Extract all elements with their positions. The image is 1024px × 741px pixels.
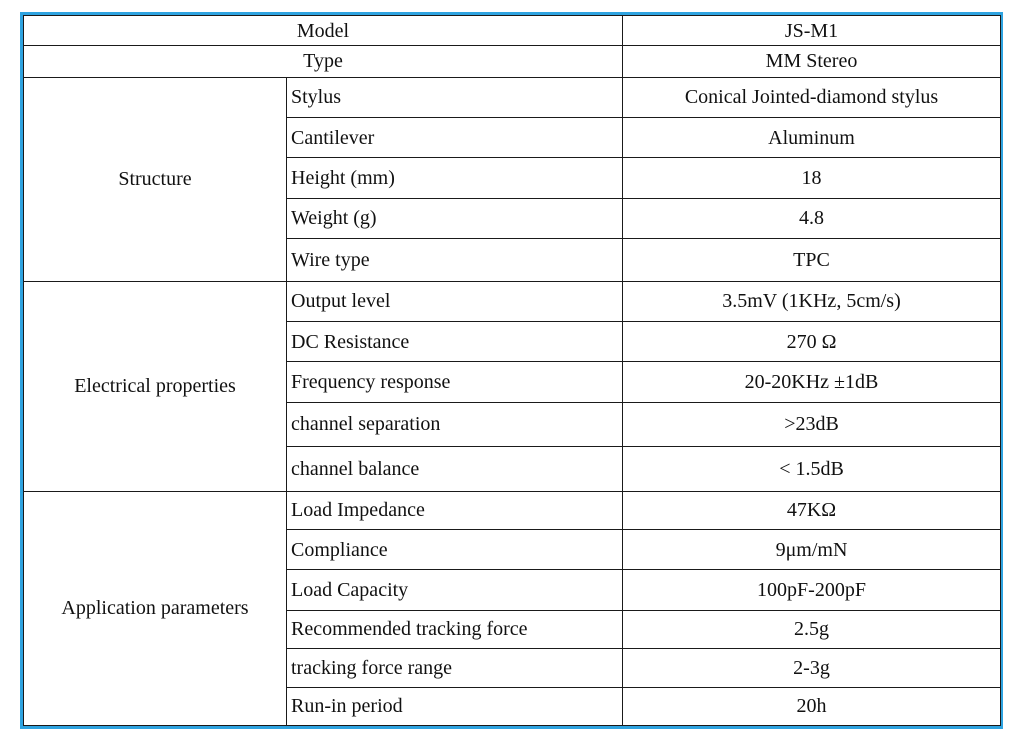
param-value: 100pF-200pF <box>622 569 1001 611</box>
type-label: Type <box>23 45 623 78</box>
param-value: 18 <box>622 157 1001 199</box>
param-label: Height (mm) <box>286 157 623 199</box>
param-label: Recommended tracking force <box>286 609 623 650</box>
table-row: Cantilever Aluminum <box>24 116 1001 159</box>
param-label: Weight (g) <box>286 197 623 240</box>
param-label: Output level <box>286 280 623 322</box>
param-value: TPC <box>622 238 1001 282</box>
param-value: Conical Jointed-diamond stylus <box>622 76 1001 118</box>
param-label: Cantilever <box>286 116 623 159</box>
model-label: Model <box>23 14 623 47</box>
group-electrical-title: Electrical properties <box>23 280 287 492</box>
param-label: Wire type <box>286 238 623 282</box>
param-label: channel separation <box>286 401 623 448</box>
table-row: Compliance 9μm/mN <box>24 528 1001 571</box>
param-label: Stylus <box>286 76 623 118</box>
param-value: 3.5mV (1KHz, 5cm/s) <box>622 280 1001 322</box>
param-value: 4.8 <box>622 197 1001 240</box>
table-row: Load Capacity 100pF-200pF <box>24 569 1001 611</box>
table-row: Weight (g) 4.8 <box>24 197 1001 240</box>
param-label: Load Impedance <box>286 490 623 530</box>
param-label: Compliance <box>286 528 623 571</box>
table-row: Run-in period 20h <box>24 686 1001 727</box>
table-row: Wire type TPC <box>24 238 1001 282</box>
table-row: channel balance < 1.5dB <box>24 446 1001 492</box>
param-value: 20-20KHz ±1dB <box>622 361 1001 403</box>
param-value: Aluminum <box>622 116 1001 159</box>
param-value: < 1.5dB <box>622 446 1001 492</box>
param-value: 47KΩ <box>622 490 1001 530</box>
param-label: DC Resistance <box>286 320 623 363</box>
param-value: 270 Ω <box>622 320 1001 363</box>
param-label: Run-in period <box>286 686 623 727</box>
table-row: tracking force range 2-3g <box>24 648 1001 688</box>
table-row: Recommended tracking force 2.5g <box>24 609 1001 650</box>
table-row: Application parameters Load Impedance 47… <box>23 490 1001 727</box>
table-row: Structure Stylus Conical Jointed-diamond… <box>23 76 1001 282</box>
model-value: JS-M1 <box>622 14 1001 47</box>
spec-table-frame: Model JS-M1 Type MM Stereo Structure Sty… <box>20 12 1003 729</box>
group-application-title: Application parameters <box>23 490 287 727</box>
param-value: 2-3g <box>622 648 1001 688</box>
table-row-type: Type MM Stereo <box>23 45 1001 78</box>
group-structure-title: Structure <box>23 76 287 282</box>
param-value: 20h <box>622 686 1001 727</box>
table-row: Height (mm) 18 <box>24 157 1001 199</box>
type-value: MM Stereo <box>622 45 1001 78</box>
param-label: Frequency response <box>286 361 623 403</box>
param-value: 9μm/mN <box>622 528 1001 571</box>
param-value: 2.5g <box>622 609 1001 650</box>
param-label: Load Capacity <box>286 569 623 611</box>
param-value: >23dB <box>622 401 1001 448</box>
table-row: Electrical properties Output level 3.5mV… <box>23 280 1001 492</box>
table-row-model: Model JS-M1 <box>23 14 1001 47</box>
table-row: channel separation >23dB <box>24 401 1001 448</box>
table-row: Frequency response 20-20KHz ±1dB <box>24 361 1001 403</box>
param-label: channel balance <box>286 446 623 492</box>
param-label: tracking force range <box>286 648 623 688</box>
table-row: DC Resistance 270 Ω <box>24 320 1001 363</box>
spec-table: Model JS-M1 Type MM Stereo Structure Sty… <box>23 14 1001 727</box>
